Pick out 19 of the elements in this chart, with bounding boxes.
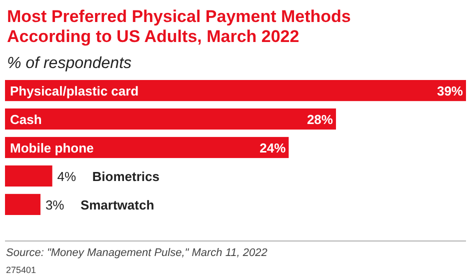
y-tick-label: Smartwatch (80, 197, 154, 212)
bar (5, 194, 40, 215)
y-tick-label: Biometrics (92, 168, 160, 184)
y-tick-label: Physical/plastic card (10, 84, 139, 99)
text: 275401 (6, 265, 36, 275)
data-label: 39% (436, 84, 464, 99)
data-label: 3% (45, 197, 65, 212)
bar (5, 165, 52, 187)
bar (5, 136, 289, 158)
chart-subtitle: % of respondents (7, 55, 132, 72)
data-label: 24% (260, 140, 286, 156)
y-tick-label: Cash (10, 112, 42, 128)
bar (5, 108, 336, 130)
y-tick-label: Mobile phone (10, 140, 94, 156)
source-note: Source: "Money Management Pulse," March 11, 2022 (6, 247, 268, 259)
bar (5, 80, 466, 102)
data-label: 4% (57, 168, 77, 184)
chart-title: Most Preferred Physical Payment Methods According to US Adults, March 2022 (7, 7, 351, 46)
data-label: 28% (306, 112, 334, 128)
